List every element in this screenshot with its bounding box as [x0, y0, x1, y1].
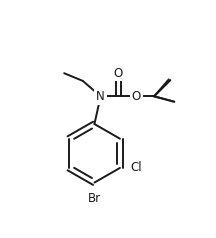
Text: N: N — [96, 90, 105, 103]
Text: O: O — [132, 90, 141, 103]
Text: O: O — [114, 67, 123, 80]
Text: Cl: Cl — [130, 161, 142, 174]
Text: Br: Br — [88, 192, 101, 205]
